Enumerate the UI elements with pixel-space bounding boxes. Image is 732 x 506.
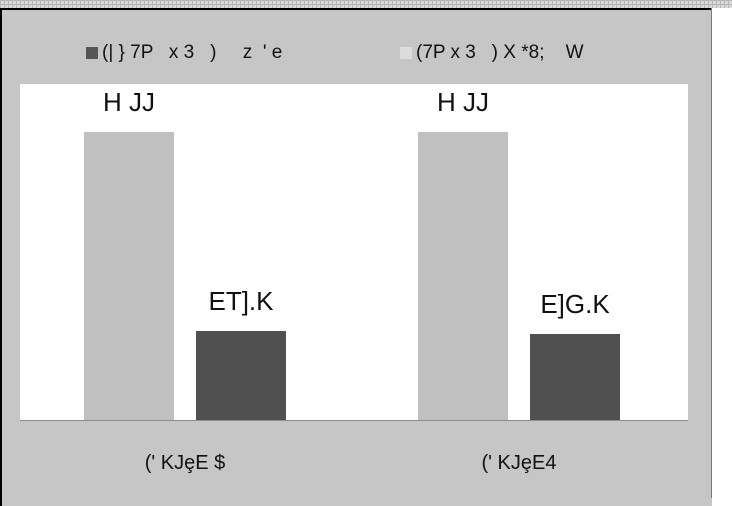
legend-swatch-series-2 xyxy=(400,47,412,59)
category-label-2: (' KJȩE4 xyxy=(481,452,557,474)
legend-item-series-1: (| } 7P x 3 ) z ' e xyxy=(86,40,282,66)
right-border-line xyxy=(711,8,712,498)
bar-label-s2-c2: E]G.K xyxy=(540,289,610,319)
legend-swatch-series-1 xyxy=(86,47,98,59)
bar-s2-c2 xyxy=(530,334,620,420)
bar-s1-c2 xyxy=(418,132,508,420)
bar-s1-c1 xyxy=(84,132,174,420)
bar-label-s1-c2: H JJ xyxy=(437,87,489,117)
legend-label-series-2: (7P x 3 ) X *8; W xyxy=(416,42,584,63)
bar-label-s1-c1: H JJ xyxy=(103,87,155,117)
right-margin xyxy=(712,8,732,506)
legend-label-series-1: (| } 7P x 3 ) z ' e xyxy=(102,42,283,63)
legend-item-series-2: (7P x 3 ) X *8; W xyxy=(400,40,584,66)
bar-label-s2-c1: ET].K xyxy=(208,286,274,316)
top-grid-strip xyxy=(0,0,732,8)
category-label-1: (' KJȩE $ xyxy=(144,452,226,474)
bar-s2-c1 xyxy=(196,331,286,420)
x-axis-baseline xyxy=(20,420,688,421)
